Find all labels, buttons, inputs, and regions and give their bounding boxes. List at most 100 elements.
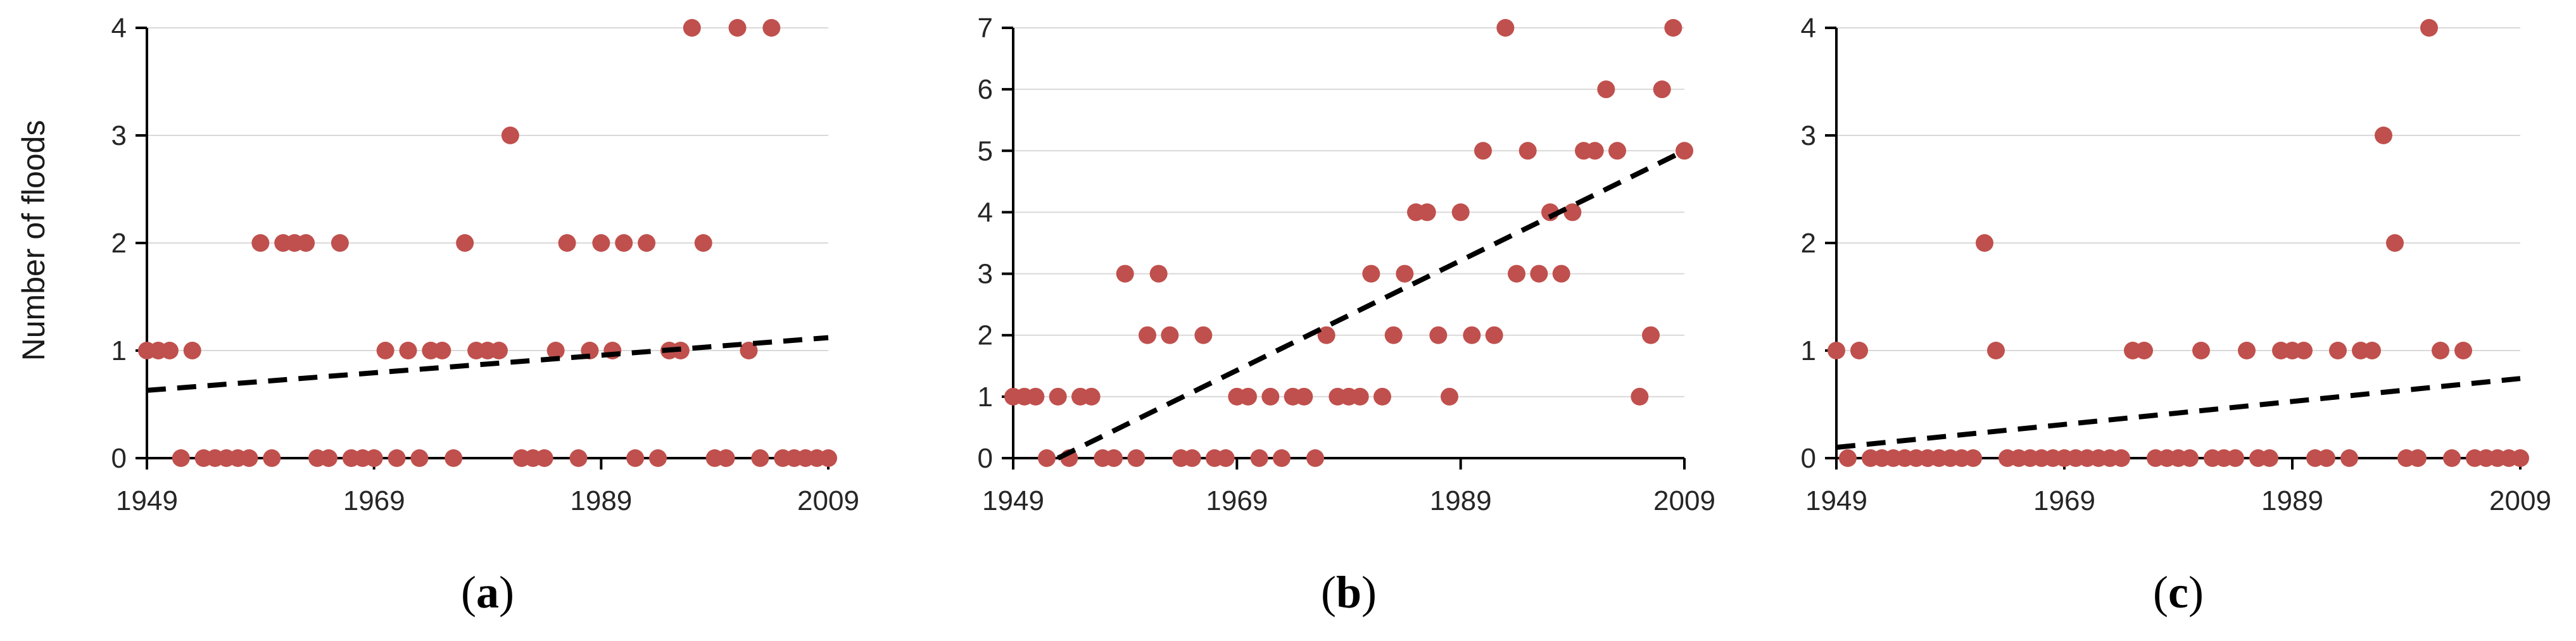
data-point [1250, 449, 1268, 467]
chart-panel-b: 0 1 2 3 4 5 6 7 1949 1969 1989 2009 (b) [978, 13, 1715, 618]
trendline [1056, 148, 1686, 461]
panel-label: (b) [1321, 567, 1377, 618]
y-tick-label: 5 [978, 135, 993, 166]
data-point [819, 449, 837, 467]
data-point [1976, 234, 1993, 252]
data-point [1116, 264, 1134, 283]
y-tick-label: 4 [1801, 13, 1816, 44]
data-point [1396, 264, 1414, 283]
data-point [1105, 449, 1123, 467]
data-point [183, 342, 201, 359]
data-point [546, 342, 565, 359]
data-point [1631, 387, 1649, 406]
y-tick-label: 0 [111, 443, 127, 474]
data-point [1216, 449, 1235, 467]
data-point [1139, 326, 1156, 344]
data-point [2192, 342, 2210, 359]
data-point [694, 234, 712, 252]
data-point [1987, 342, 2005, 359]
data-point [1508, 264, 1525, 283]
data-point [2454, 342, 2472, 359]
data-point [365, 449, 383, 467]
data-point [615, 234, 633, 252]
y-tick-label: 2 [978, 320, 993, 351]
trendline [146, 335, 829, 393]
data-point [1441, 387, 1458, 406]
data-point [319, 449, 338, 467]
data-point [740, 342, 758, 359]
data-point [2261, 449, 2278, 467]
data-point [1496, 19, 1515, 37]
data-point [626, 449, 645, 467]
data-point [1429, 326, 1448, 344]
data-point [410, 449, 429, 467]
data-point [2329, 342, 2347, 359]
data-point [297, 234, 315, 252]
data-point [638, 234, 656, 252]
data-point [501, 127, 519, 144]
y-tick-label: 7 [978, 13, 993, 44]
y-tick-label: 2 [1801, 228, 1816, 259]
data-point [1597, 80, 1615, 99]
data-point [1183, 449, 1201, 467]
data-point [1839, 449, 1857, 467]
trendline [1836, 376, 2521, 450]
panel-label: (c) [2153, 567, 2204, 618]
data-point [331, 234, 349, 252]
chart-panel-a: 0 1 2 3 4 1949 1969 1989 2009 (a) [111, 13, 859, 618]
data-point [1664, 19, 1683, 37]
x-tick-label: 2009 [2489, 485, 2551, 516]
data-point [2375, 127, 2392, 144]
data-point [1463, 326, 1481, 344]
data-point [649, 449, 667, 467]
data-point [1351, 387, 1369, 406]
data-point [2238, 342, 2256, 359]
data-point [388, 449, 406, 467]
y-tick-label: 3 [111, 120, 127, 151]
panel-label: (a) [461, 567, 514, 618]
x-tick-label: 1989 [2261, 485, 2323, 516]
x-tick-label: 1949 [1805, 485, 1867, 516]
data-point [2443, 449, 2461, 467]
data-point [263, 449, 281, 467]
data-point [2318, 449, 2335, 467]
data-point [1850, 342, 1868, 359]
data-point [1586, 142, 1604, 160]
data-point [1485, 326, 1503, 344]
data-point [558, 234, 576, 252]
x-tick-label: 1969 [343, 485, 405, 516]
data-point [1384, 326, 1403, 344]
data-point [1828, 342, 1845, 359]
data-point [2386, 234, 2404, 252]
x-tick-label: 1969 [2033, 485, 2095, 516]
data-point [1161, 326, 1179, 344]
data-point [160, 342, 179, 359]
data-point [2432, 342, 2449, 359]
data-point [717, 449, 735, 467]
x-tick-label: 1969 [1206, 485, 1268, 516]
data-point [569, 449, 588, 467]
x-tick-label: 1949 [116, 485, 178, 516]
data-point [1964, 449, 1982, 467]
data-point [1306, 449, 1324, 467]
data-point [1362, 264, 1380, 283]
data-point [2420, 19, 2438, 37]
data-point [240, 449, 258, 467]
data-point [535, 449, 553, 467]
data-point [2409, 449, 2427, 467]
data-point [376, 342, 395, 359]
data-point [1642, 326, 1660, 344]
data-point [1552, 264, 1570, 283]
data-point [1474, 142, 1492, 160]
data-point [2363, 342, 2381, 359]
data-point [762, 19, 781, 37]
y-tick-label: 6 [978, 74, 993, 105]
data-point [683, 19, 701, 37]
x-tick-label: 1989 [570, 485, 632, 516]
data-point [1049, 387, 1067, 406]
y-tick-label: 4 [111, 13, 127, 44]
data-point [2135, 342, 2153, 359]
data-point [1676, 142, 1693, 160]
data-point [1451, 203, 1470, 221]
